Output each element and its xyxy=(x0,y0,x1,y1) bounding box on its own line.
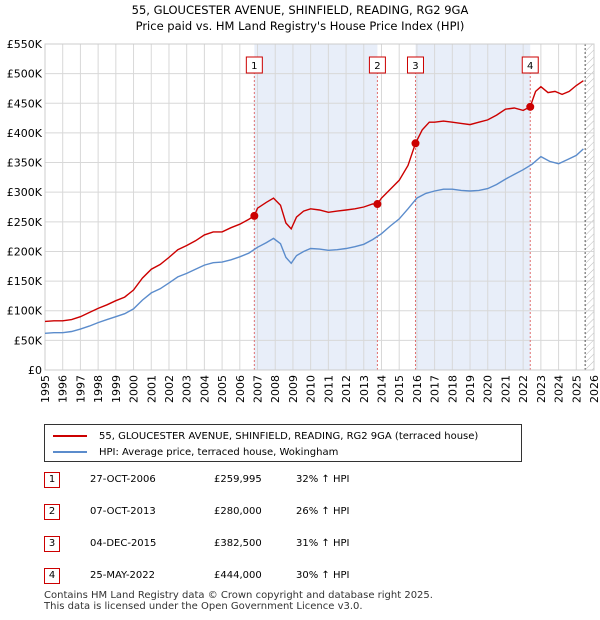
shaded-period xyxy=(254,44,378,370)
shaded-period xyxy=(415,44,531,370)
x-tick-label: 2000 xyxy=(128,375,141,403)
x-tick-label: 2011 xyxy=(322,375,335,403)
sale-point xyxy=(373,200,382,209)
y-tick-label: £200K xyxy=(7,245,43,258)
legend-label-property: 55, GLOUCESTER AVENUE, SHINFIELD, READIN… xyxy=(99,430,479,442)
sale-price: £444,000 xyxy=(214,570,262,581)
price-chart: 55, GLOUCESTER AVENUE, SHINFIELD, READIN… xyxy=(7,3,600,403)
legend-swatch-hpi xyxy=(53,451,87,453)
x-tick-label: 2008 xyxy=(269,375,282,403)
x-tick-label: 2001 xyxy=(145,375,158,403)
x-tick-label: 2012 xyxy=(340,375,353,403)
y-tick-label: £350K xyxy=(7,157,43,170)
x-tick-label: 2016 xyxy=(411,375,424,403)
legend: 55, GLOUCESTER AVENUE, SHINFIELD, READIN… xyxy=(44,424,522,462)
x-tick-label: 1999 xyxy=(110,375,123,403)
legend-item-hpi: HPI: Average price, terraced house, Woki… xyxy=(53,444,338,460)
x-tick-label: 2022 xyxy=(517,375,530,403)
x-tick-label: 2020 xyxy=(482,375,495,403)
footer-line-copyright: Contains HM Land Registry data © Crown c… xyxy=(44,590,433,601)
chart-subtitle: Price paid vs. HM Land Registry's House … xyxy=(136,19,465,33)
sale-price: £259,995 xyxy=(214,474,262,485)
legend-label-hpi: HPI: Average price, terraced house, Woki… xyxy=(99,446,339,458)
x-tick-label: 2003 xyxy=(181,375,194,403)
sale-point xyxy=(250,211,259,220)
x-tick-label: 2021 xyxy=(499,375,512,403)
y-tick-label: £150K xyxy=(7,275,43,288)
footer-line-licence: This data is licensed under the Open Gov… xyxy=(44,601,363,612)
sale-date: 04-DEC-2015 xyxy=(90,538,157,549)
legend-item-property: 55, GLOUCESTER AVENUE, SHINFIELD, READIN… xyxy=(53,428,478,444)
x-tick-label: 2007 xyxy=(252,375,265,403)
x-tick-label: 2009 xyxy=(287,375,300,403)
x-tick-label: 2002 xyxy=(163,375,176,403)
sale-date: 27-OCT-2006 xyxy=(90,474,156,485)
x-tick-label: 2005 xyxy=(216,375,229,403)
x-tick-label: 2015 xyxy=(393,375,406,403)
sale-row: 2 07-OCT-2013 £280,000 26% ↑ HPI xyxy=(44,504,464,524)
plot-border xyxy=(44,43,595,371)
sale-label-text: 2 xyxy=(374,61,380,72)
y-tick-label: £300K xyxy=(7,186,43,199)
x-tick-label: 1996 xyxy=(57,375,70,403)
sale-point xyxy=(526,102,535,111)
sale-hpi-diff: 32% ↑ HPI xyxy=(296,474,350,485)
y-tick-label: £50K xyxy=(14,334,43,347)
x-tick-label: 1998 xyxy=(92,375,105,403)
y-tick-label: £400K xyxy=(7,127,43,140)
x-tick-label: 2025 xyxy=(570,375,583,403)
footer-attribution: Contains HM Land Registry data © Crown c… xyxy=(44,590,433,612)
y-tick-label: £0 xyxy=(28,364,42,377)
y-tick-label: £500K xyxy=(7,68,43,81)
sale-hpi-diff: 31% ↑ HPI xyxy=(296,538,350,549)
sale-label-text: 4 xyxy=(527,61,533,72)
sale-price: £280,000 xyxy=(214,506,262,517)
sale-row: 4 25-MAY-2022 £444,000 30% ↑ HPI xyxy=(44,568,464,588)
sale-row: 1 27-OCT-2006 £259,995 32% ↑ HPI xyxy=(44,472,464,492)
sale-hpi-diff: 26% ↑ HPI xyxy=(296,506,350,517)
x-tick-label: 1997 xyxy=(74,375,87,403)
x-tick-label: 2023 xyxy=(535,375,548,403)
hatched-region xyxy=(585,44,594,370)
x-tick-label: 2013 xyxy=(358,375,371,403)
x-tick-label: 2019 xyxy=(464,375,477,403)
sale-price: £382,500 xyxy=(214,538,262,549)
x-tick-label: 2010 xyxy=(305,375,318,403)
property-series-line xyxy=(44,80,584,323)
x-tick-label: 2017 xyxy=(429,375,442,403)
y-tick-label: £450K xyxy=(7,97,43,110)
sale-label-box xyxy=(245,56,263,74)
sale-row: 3 04-DEC-2015 £382,500 31% ↑ HPI xyxy=(44,536,464,556)
sale-number-badge: 1 xyxy=(44,472,60,488)
x-tick-label: 2014 xyxy=(375,375,388,403)
y-tick-label: £100K xyxy=(7,305,43,318)
sale-hpi-diff: 30% ↑ HPI xyxy=(296,570,350,581)
y-tick-label: £550K xyxy=(7,38,43,51)
x-tick-label: 2004 xyxy=(198,375,211,403)
sale-label-box xyxy=(368,56,386,74)
sale-label-text: 1 xyxy=(251,61,257,72)
x-tick-label: 1995 xyxy=(39,375,52,403)
x-tick-label: 2006 xyxy=(234,375,247,403)
hpi-series-line xyxy=(44,148,584,334)
sale-number-badge: 2 xyxy=(44,504,60,520)
sale-label-text: 3 xyxy=(412,61,418,72)
legend-swatch-property xyxy=(53,435,87,437)
sale-point xyxy=(411,139,420,148)
sale-label-box xyxy=(406,56,424,74)
y-tick-label: £250K xyxy=(7,216,43,229)
x-tick-label: 2026 xyxy=(588,375,600,403)
sale-date: 25-MAY-2022 xyxy=(90,570,156,581)
chart-title: 55, GLOUCESTER AVENUE, SHINFIELD, READIN… xyxy=(132,3,469,17)
x-tick-label: 2018 xyxy=(446,375,459,403)
sale-number-badge: 4 xyxy=(44,568,60,584)
sale-number-badge: 3 xyxy=(44,536,60,552)
x-tick-label: 2024 xyxy=(553,375,566,403)
sale-date: 07-OCT-2013 xyxy=(90,506,156,517)
sale-label-box xyxy=(521,56,539,74)
